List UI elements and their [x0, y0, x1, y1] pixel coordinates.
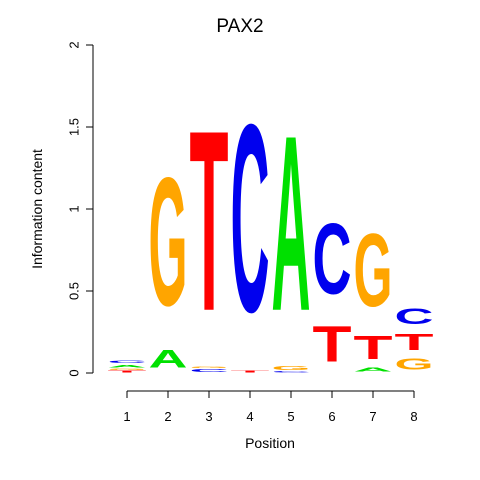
y-tick-label: 1 — [67, 205, 82, 212]
logo-column-7: ATG — [354, 213, 393, 373]
logo-letter-A: A — [108, 364, 147, 368]
logo-column-3: CGT — [190, 76, 229, 373]
logo-letter-G: G — [354, 213, 393, 329]
logo-letter-C: C — [190, 368, 229, 373]
logo-column-2: AG — [149, 141, 188, 373]
logo-letter-C: C — [231, 68, 270, 367]
x-tick-label: 8 — [410, 409, 417, 424]
y-tick-label: 0.5 — [67, 282, 82, 300]
logo-letter-T: T — [395, 329, 434, 355]
logo-letter-G: G — [395, 355, 434, 373]
logo-letter-G: G — [272, 365, 311, 372]
x-tick-label: 6 — [328, 409, 335, 424]
logo-letter-T: T — [108, 371, 148, 373]
logo-letter-T: T — [190, 76, 229, 364]
x-tick-label: 4 — [246, 409, 253, 424]
chart-title: PAX2 — [216, 16, 263, 37]
logo-letter-T: T — [354, 329, 393, 367]
y-tick-label: 1.5 — [67, 118, 82, 136]
logo-letter-A: A — [149, 345, 188, 373]
logo-column-6: TC — [313, 204, 352, 374]
x-tick-label: 3 — [205, 409, 212, 424]
logo-letter-C: C — [313, 204, 352, 316]
logo-letter-G: G — [108, 368, 147, 370]
logo-letter-A: A — [354, 367, 393, 374]
logo-letter-C: C — [395, 304, 434, 329]
logo-letter-G: G — [149, 141, 188, 344]
x-tick-label: 1 — [123, 409, 130, 424]
y-tick-label: 0 — [67, 369, 82, 376]
x-axis-label: Position — [245, 435, 295, 451]
x-tick-label: 5 — [287, 409, 294, 424]
logo-column-4: TC — [231, 68, 271, 373]
logo-letter-C: C — [108, 360, 147, 364]
x-tick-label: 7 — [369, 409, 376, 424]
logo-letter-T: T — [313, 317, 352, 374]
logo-letter-T: T — [231, 370, 271, 373]
logo-letter-C: C — [272, 371, 311, 373]
logo-letter-A: A — [272, 84, 311, 363]
y-axis-label: Information content — [29, 149, 45, 269]
logo-letter-G: G — [190, 366, 229, 368]
logo-column-8: GTC — [395, 304, 434, 373]
x-axis: 1 2 3 4 5 6 7 8 — [123, 390, 418, 424]
x-tick-label: 2 — [164, 409, 171, 424]
y-axis: 0 0.5 1 1.5 2 — [67, 41, 94, 377]
logo-column-5: CGA — [272, 84, 311, 373]
y-tick-label: 2 — [67, 41, 82, 48]
